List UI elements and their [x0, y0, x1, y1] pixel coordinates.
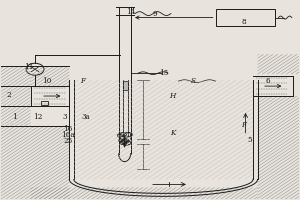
Text: 11: 11 [24, 63, 34, 71]
Text: 25: 25 [63, 137, 73, 145]
Text: 2: 2 [7, 91, 11, 99]
Text: S: S [191, 77, 196, 85]
Text: F: F [242, 121, 247, 129]
Bar [216, 9, 275, 26]
Text: F: F [80, 77, 85, 85]
Text: 3: 3 [63, 113, 67, 121]
Text: 9: 9 [152, 10, 157, 18]
Text: 16: 16 [63, 125, 73, 133]
Text: 10: 10 [42, 77, 52, 85]
Text: 14: 14 [126, 8, 135, 16]
Bar [119, 132, 130, 144]
Text: 16a: 16a [61, 131, 75, 139]
Text: H: H [169, 92, 176, 100]
Text: 15: 15 [159, 69, 168, 77]
Text: 1: 1 [12, 113, 16, 121]
Text: 12: 12 [33, 113, 43, 121]
Text: K: K [170, 129, 175, 137]
Bar [41, 101, 48, 105]
Text: 6: 6 [266, 77, 270, 85]
Text: 3a: 3a [81, 113, 90, 121]
Text: 5: 5 [248, 136, 252, 144]
Text: 8: 8 [242, 18, 246, 26]
Bar [122, 81, 128, 90]
